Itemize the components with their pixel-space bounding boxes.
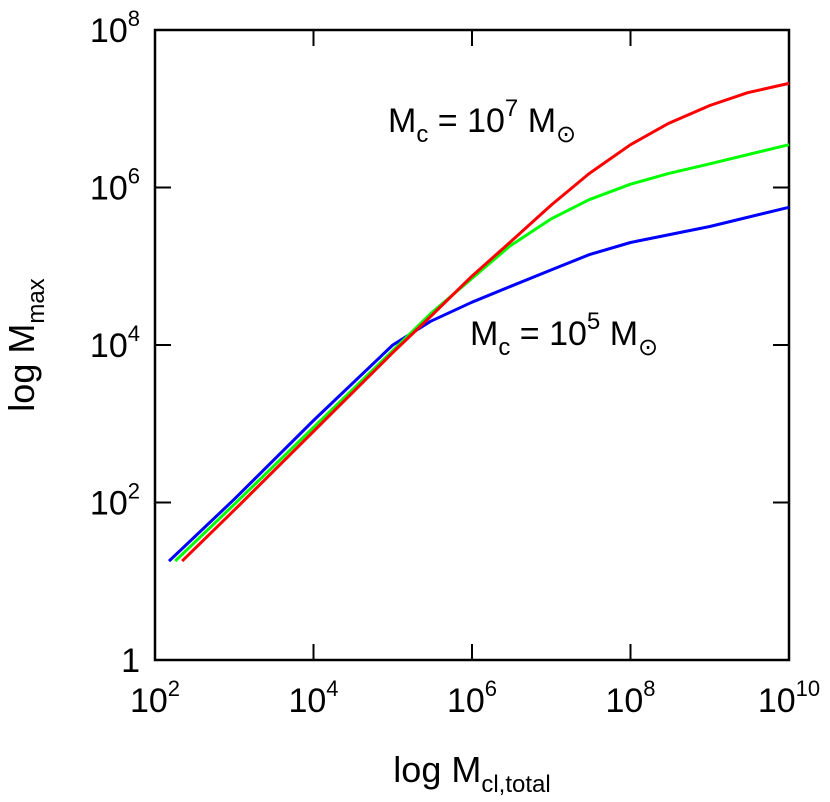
x-tick-label: 104: [288, 676, 338, 720]
y-tick-label-exp: 8: [128, 6, 140, 31]
y-tick-label-base: 10: [90, 12, 128, 50]
annotation-mc-1e5-mid: = 10: [510, 315, 587, 353]
series-line-2: [181, 81, 790, 563]
y-tick-label-base: 10: [90, 327, 128, 365]
y-axis-title: log Mmax: [1, 278, 50, 411]
x-tick-label: 106: [447, 676, 497, 720]
y-axis-title-main: log M: [1, 324, 42, 412]
annotation-mc-1e5-sub: c: [498, 334, 510, 361]
annotation-mc-1e7-exp: 7: [505, 95, 518, 122]
y-tick-label-exp: 4: [128, 321, 140, 346]
x-tick-label-base: 10: [605, 682, 643, 720]
x-tick-label-base: 10: [447, 682, 485, 720]
series-line-0: [167, 205, 790, 563]
series-line-1: [174, 143, 790, 563]
y-axis-title-sub: max: [23, 278, 50, 323]
x-tick-label-exp: 6: [485, 676, 497, 701]
y-tick-label: 104: [90, 321, 140, 365]
x-tick-label-base: 10: [288, 682, 326, 720]
annotation-mc-1e5-exp: 5: [587, 308, 600, 335]
y-tick-label: 102: [90, 479, 140, 523]
x-tick-label-exp: 10: [796, 676, 820, 701]
annotation-mc-1e5-tail: M: [600, 315, 638, 353]
x-axis-title-sub: cl,total: [481, 771, 550, 798]
y-tick-label: 1: [121, 642, 140, 680]
x-tick-label-exp: 4: [326, 676, 338, 701]
axis-ticks: [154, 29, 790, 661]
x-tick-label: 102: [130, 676, 180, 720]
y-tick-label-exp: 6: [128, 164, 140, 189]
series-layer: [167, 81, 790, 563]
annotation-mc-1e5-sun-symbol: ⊙: [638, 334, 658, 361]
annotation-mc-1e7-main: M: [388, 102, 416, 140]
y-tick-label: 108: [90, 6, 140, 50]
annotation-mc-1e7-sub: c: [416, 121, 428, 148]
annotation-mc-1e5: Mc = 105 M⊙: [470, 308, 658, 361]
annotation-mc-1e7-mid: = 10: [428, 102, 505, 140]
x-tick-label-exp: 2: [168, 676, 180, 701]
x-tick-label-base: 10: [130, 682, 168, 720]
x-tick-label-exp: 8: [643, 676, 655, 701]
annotation-mc-1e7-sun-symbol: ⊙: [556, 121, 576, 148]
y-tick-label-base: 10: [90, 170, 128, 208]
y-tick-label-base: 1: [121, 642, 140, 680]
annotation-mc-1e7-tail: M: [518, 102, 556, 140]
x-tick-label: 108: [605, 676, 655, 720]
annotation-mc-1e5-main: M: [470, 315, 498, 353]
x-axis-title: log Mcl,total: [393, 749, 550, 798]
y-tick-label: 106: [90, 164, 140, 208]
y-tick-label-base: 10: [90, 485, 128, 523]
x-axis-title-main: log M: [393, 749, 481, 790]
annotation-mc-1e7: Mc = 107 M⊙: [388, 95, 576, 148]
x-tick-label-base: 10: [758, 682, 796, 720]
y-tick-label-exp: 2: [128, 479, 140, 504]
x-tick-label: 1010: [758, 676, 820, 720]
